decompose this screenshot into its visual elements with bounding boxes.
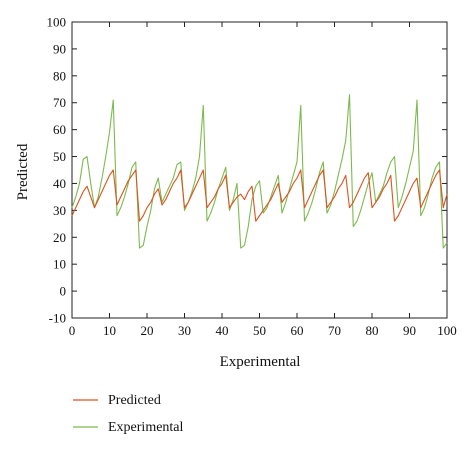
y-tick-label: 100 xyxy=(47,15,67,30)
plot-border xyxy=(71,21,448,319)
y-tick-label: 20 xyxy=(53,230,66,245)
x-tick-label: 50 xyxy=(253,323,266,338)
x-tick-label: 30 xyxy=(178,323,191,338)
x-tick-label: 20 xyxy=(141,323,154,338)
x-tick-label: 60 xyxy=(291,323,304,338)
y-tick-label: 90 xyxy=(53,41,66,56)
y-axis-label: Predicted xyxy=(15,143,31,200)
x-tick-label: 40 xyxy=(216,323,229,338)
x-tick-label: 100 xyxy=(437,323,457,338)
legend-label-predicted: Predicted xyxy=(108,393,161,408)
x-tick-label: 70 xyxy=(328,323,341,338)
x-tick-label: 0 xyxy=(69,323,76,338)
y-tick-label: 30 xyxy=(53,203,66,218)
series-line-experimental xyxy=(71,94,448,249)
y-tick-label: -10 xyxy=(49,311,66,326)
y-tick-label: 80 xyxy=(53,68,66,83)
y-axis: -10 0 10 20 30 40 50 60 70 80 90 100 xyxy=(47,15,447,326)
y-tick-label: 40 xyxy=(53,176,66,191)
y-tick-label: 0 xyxy=(60,284,67,299)
y-tick-label: 10 xyxy=(53,257,66,272)
y-tick-label: 50 xyxy=(53,149,66,164)
x-tick-label: 10 xyxy=(103,323,116,338)
plot-frame xyxy=(71,21,448,319)
legend-label-experimental: Experimental xyxy=(108,420,184,435)
x-tick-label: 90 xyxy=(403,323,416,338)
x-axis: 0 10 20 30 40 50 60 70 80 90 100 xyxy=(69,22,457,338)
y-tick-label: 70 xyxy=(53,95,66,110)
legend: Predicted Experimental xyxy=(73,393,184,435)
series-layer xyxy=(71,94,448,249)
series-line-predicted xyxy=(71,169,448,222)
y-tick-label: 60 xyxy=(53,122,66,137)
x-axis-label: Experimental xyxy=(220,354,301,370)
x-tick-label: 80 xyxy=(366,323,379,338)
